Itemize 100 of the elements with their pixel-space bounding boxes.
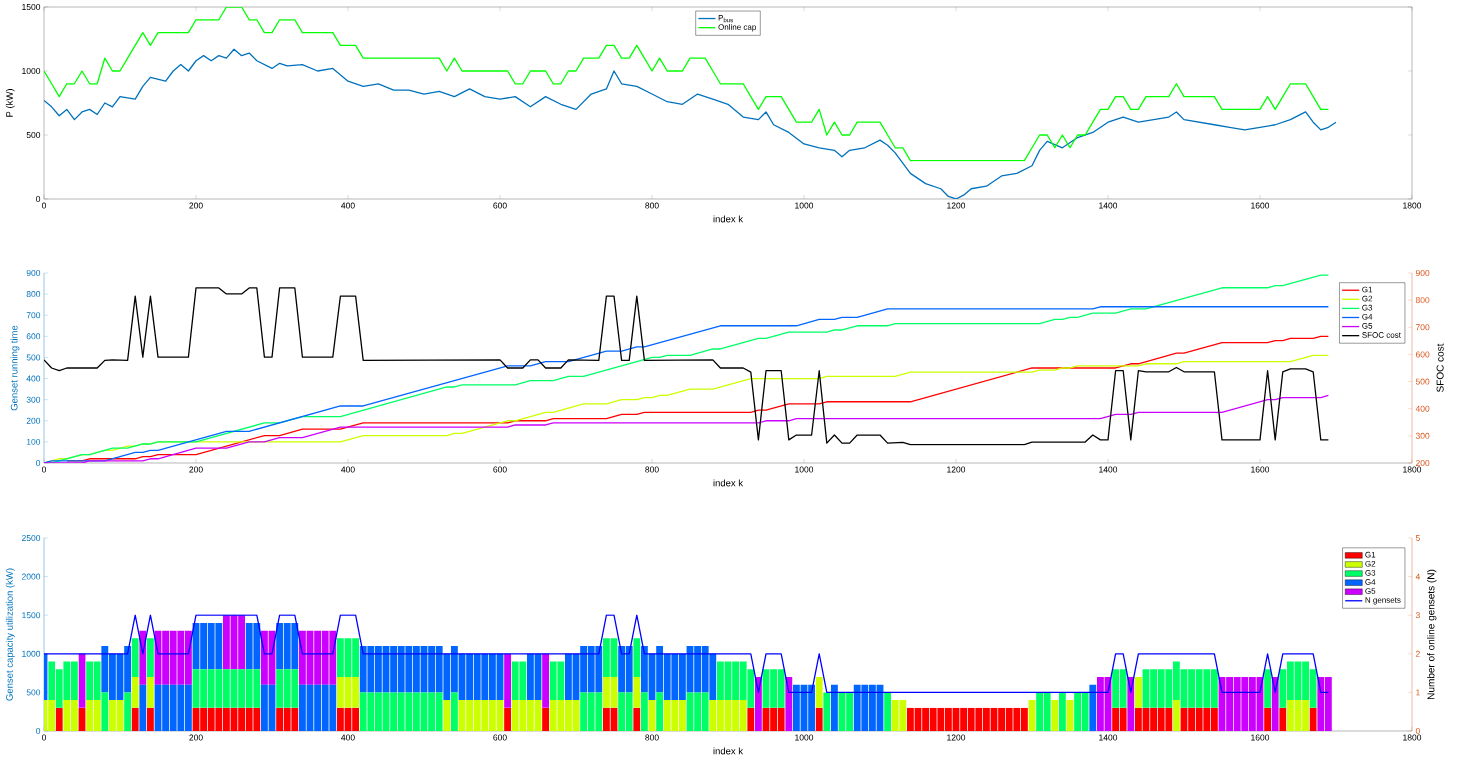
bar bbox=[1051, 700, 1059, 731]
x-tick-label: 600 bbox=[493, 466, 507, 473]
y2-tick-label: 700 bbox=[1415, 324, 1430, 331]
x-tick-label: 1000 bbox=[795, 466, 814, 473]
x-tick-label: 1800 bbox=[1403, 202, 1422, 209]
x-tick-label: 1200 bbox=[947, 466, 966, 473]
legend-label: G3 bbox=[1362, 304, 1373, 311]
bar bbox=[1134, 676, 1142, 708]
legend-label: Online cap bbox=[718, 24, 756, 32]
x-tick-label: 1000 bbox=[795, 734, 814, 741]
y-tick-label: 1500 bbox=[22, 3, 41, 10]
y2-tick-label: 600 bbox=[1415, 351, 1430, 358]
x-tick-label: 1400 bbox=[1099, 466, 1118, 473]
bar bbox=[450, 692, 458, 731]
bar bbox=[884, 692, 892, 731]
y-tick-label: 300 bbox=[26, 396, 41, 403]
x-tick-label: 200 bbox=[189, 466, 203, 473]
y-tick-label: 500 bbox=[26, 131, 41, 138]
bar bbox=[443, 700, 451, 731]
legend-label: N gensets bbox=[1365, 597, 1401, 605]
y-tick-label: 900 bbox=[26, 269, 41, 276]
x-tick-label: 1800 bbox=[1403, 734, 1422, 741]
y2-tick-label: 3 bbox=[1415, 612, 1420, 619]
x-tick-label: 1400 bbox=[1099, 202, 1118, 209]
legend-label: SFOC cost bbox=[1362, 332, 1401, 338]
x-tick-label: 1600 bbox=[1251, 202, 1270, 209]
bar bbox=[1264, 707, 1272, 731]
y-tick-label: 100 bbox=[26, 438, 41, 445]
x-tick-label: 600 bbox=[493, 202, 507, 209]
y-tick-label: 600 bbox=[26, 333, 41, 340]
bar bbox=[633, 676, 641, 708]
y-tick-label: 2500 bbox=[21, 534, 41, 541]
y2-tick-label: 2 bbox=[1415, 650, 1420, 657]
bar bbox=[131, 638, 139, 677]
y2-tick-label: 0 bbox=[1415, 727, 1420, 734]
bar bbox=[55, 707, 63, 731]
bar bbox=[504, 707, 512, 731]
x-tick-label: 1200 bbox=[947, 202, 966, 209]
bar bbox=[656, 692, 664, 731]
line-series bbox=[44, 394, 1330, 463]
x-axis-title: index k bbox=[713, 215, 744, 223]
y2-axis-title: SFOC cost bbox=[1436, 343, 1444, 392]
x-tick-label: 400 bbox=[341, 202, 355, 209]
y-tick-label: 700 bbox=[26, 312, 41, 319]
bar bbox=[542, 653, 550, 708]
bar bbox=[146, 638, 154, 677]
bar bbox=[823, 692, 831, 731]
x-tick-label: 400 bbox=[341, 734, 355, 741]
y2-tick-label: 800 bbox=[1415, 297, 1430, 304]
x-tick-label: 0 bbox=[41, 466, 47, 473]
x-tick-label: 800 bbox=[645, 466, 659, 473]
y-tick-label: 1000 bbox=[22, 650, 41, 657]
bar bbox=[815, 676, 823, 708]
legend-label: G1 bbox=[1365, 551, 1376, 558]
bar bbox=[1279, 707, 1287, 731]
legend-label: G2 bbox=[1365, 560, 1376, 567]
bar bbox=[1089, 684, 1097, 731]
legend-label: G2 bbox=[1362, 295, 1373, 302]
x-axis-title: index k bbox=[713, 479, 744, 487]
y-tick-label: 800 bbox=[26, 291, 41, 298]
x-tick-label: 200 bbox=[189, 202, 203, 209]
bar bbox=[830, 684, 838, 731]
x-tick-label: 1200 bbox=[947, 734, 966, 741]
line-series bbox=[44, 287, 1330, 446]
legend-label: G4 bbox=[1365, 579, 1376, 585]
y2-axis-title: Number of online gensets (N) bbox=[1427, 569, 1437, 699]
legend-label: G4 bbox=[1362, 313, 1373, 320]
bar bbox=[815, 707, 823, 731]
bar bbox=[146, 676, 154, 708]
y-axis-title: P (kW) bbox=[5, 89, 15, 117]
bar bbox=[747, 707, 755, 731]
y-tick-label: 1000 bbox=[22, 67, 41, 74]
y2-tick-label: 400 bbox=[1415, 405, 1430, 412]
x-tick-label: 1600 bbox=[1251, 734, 1270, 741]
y2-tick-label: 1 bbox=[1416, 689, 1420, 696]
y-tick-label: 1500 bbox=[22, 612, 41, 619]
bar bbox=[1058, 692, 1066, 731]
bar bbox=[1172, 700, 1180, 731]
y-tick-label: 400 bbox=[26, 375, 41, 382]
bar bbox=[504, 653, 512, 708]
x-tick-label: 800 bbox=[645, 202, 659, 209]
legend-label: G5 bbox=[1365, 588, 1376, 594]
y-tick-label: 500 bbox=[26, 689, 41, 696]
y-tick-label: 0 bbox=[36, 727, 41, 734]
legend-label: P$_{bus}$ bbox=[718, 15, 733, 23]
y-axis-title: Genset running time bbox=[10, 325, 20, 411]
bar bbox=[640, 692, 648, 731]
x-tick-label: 200 bbox=[189, 734, 203, 741]
bar bbox=[146, 707, 154, 731]
y2-tick-label: 200 bbox=[1415, 459, 1430, 466]
y-tick-label: 0 bbox=[36, 459, 41, 466]
y2-tick-label: 500 bbox=[1415, 378, 1430, 385]
x-tick-label: 0 bbox=[41, 734, 47, 741]
x-axis-title: index k bbox=[713, 747, 744, 755]
y2-tick-label: 900 bbox=[1415, 269, 1430, 276]
bar bbox=[131, 707, 139, 731]
y2-tick-label: 4 bbox=[1415, 573, 1421, 580]
y-axis-title: Genset capacity utilization (kW) bbox=[5, 568, 15, 701]
bar bbox=[633, 707, 641, 731]
x-tick-label: 1600 bbox=[1251, 466, 1270, 473]
